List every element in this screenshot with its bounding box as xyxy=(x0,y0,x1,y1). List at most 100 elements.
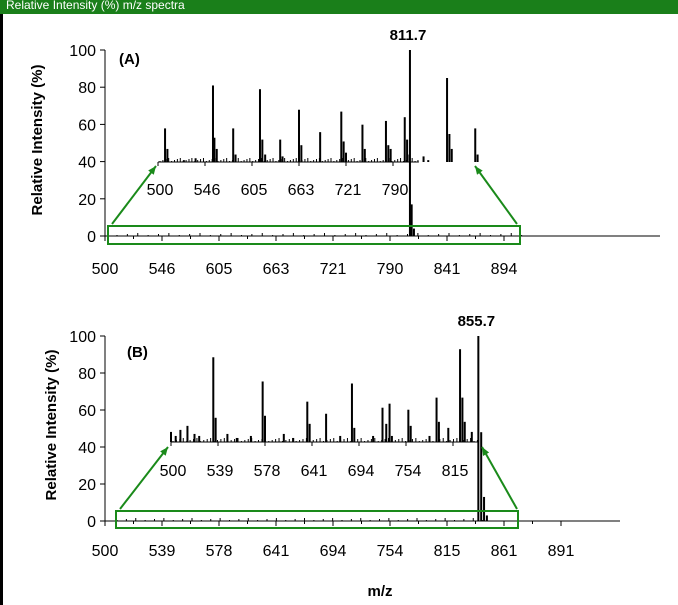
inset-peak-bar xyxy=(235,437,238,442)
inset-peak-bar xyxy=(384,120,387,162)
zoom-region-box xyxy=(107,225,521,245)
x-tick-label: 721 xyxy=(320,261,347,278)
y-tick-label: 20 xyxy=(78,192,96,209)
inset-peak-bar xyxy=(389,148,392,162)
x-tick-label: 754 xyxy=(377,543,404,560)
inset-peak-bar xyxy=(342,141,345,162)
x-tick-label: 841 xyxy=(434,261,461,278)
inset-x-tick-label: 546 xyxy=(194,182,221,199)
panel-a: 0 20 40 60 80 100 Relative Intensity (%) 500 546… xyxy=(29,27,660,278)
main-peak-bar xyxy=(412,228,415,236)
x-tick-label: 500 xyxy=(92,261,119,278)
inset-peak-bar xyxy=(470,431,473,442)
inset-peak-bar xyxy=(422,156,425,162)
zoom-arrowhead xyxy=(148,166,156,175)
inset-peak-bar xyxy=(435,397,438,442)
inset-peak-bar xyxy=(198,435,201,442)
inset-peak-bar xyxy=(214,417,217,442)
inset-peak-bar xyxy=(427,160,430,162)
inset-peak-bar xyxy=(450,148,453,162)
main-peak-bar xyxy=(408,50,411,236)
x-tick-label: 891 xyxy=(548,543,575,560)
inset-x-tick-label: 790 xyxy=(382,182,409,199)
panel-label: (A) xyxy=(119,51,140,68)
y-tick-label: 100 xyxy=(69,329,96,346)
inset-peak-bar xyxy=(193,433,196,442)
main-peak-bar xyxy=(480,432,483,521)
inset-peak-bar xyxy=(179,429,182,442)
inset-peak-bar xyxy=(406,139,409,162)
zoom-arrow xyxy=(119,446,169,510)
x-axis-title: m/z xyxy=(367,583,392,600)
header-bar: Relative Intensity (%) m/z spectra xyxy=(0,0,678,14)
inset-peak-bar xyxy=(281,156,284,162)
inset-peak-bar xyxy=(215,148,218,162)
zoom-arrowhead xyxy=(475,166,483,175)
inset-peak-bar xyxy=(319,132,322,162)
main-peak-bar xyxy=(483,496,486,521)
zoom-arrow xyxy=(481,446,518,510)
inset-peak-bar xyxy=(476,154,479,162)
x-tick-label: 546 xyxy=(149,261,176,278)
inset-peak-bar xyxy=(213,137,216,162)
inset-peak-bar xyxy=(308,423,311,442)
main-peak-label: 855.7 xyxy=(458,313,496,330)
inset-peak-bar xyxy=(234,154,237,162)
inset-peak-bar xyxy=(264,154,267,162)
zoom-arrowhead xyxy=(160,447,168,456)
y-tick-label: 100 xyxy=(69,43,96,60)
main-peak-bar xyxy=(477,336,480,521)
inset-peak-bar xyxy=(461,397,464,442)
inset-peak-bar xyxy=(261,139,264,162)
inset-peak-bar xyxy=(345,152,347,162)
inset-peak-bar xyxy=(211,85,214,162)
zoom-arrow xyxy=(474,165,518,225)
inset-peak-bar xyxy=(261,381,264,442)
inset-peak-bar xyxy=(226,433,229,442)
inset-peak-bar xyxy=(350,383,353,442)
x-tick-label: 694 xyxy=(320,543,347,560)
inset-peak-bar xyxy=(170,431,172,442)
x-tick-label: 539 xyxy=(149,543,176,560)
inset-x-tick-label: 754 xyxy=(395,463,422,480)
inset-peak-bar xyxy=(363,148,366,162)
header-text: Relative Intensity (%) m/z spectra xyxy=(6,0,185,12)
inset-peak-bar xyxy=(182,160,185,162)
inset-peak-bar xyxy=(249,435,252,442)
y-tick-label: 60 xyxy=(78,403,96,420)
inset-x-tick-label: 578 xyxy=(254,463,281,480)
inset-peak-bar xyxy=(381,407,384,442)
main-peak-bar xyxy=(485,515,488,521)
inset-x-tick-label: 641 xyxy=(301,463,328,480)
inset-peak-bar xyxy=(264,415,266,442)
y-axis-title: Relative Intensity (%) xyxy=(29,65,46,216)
inset-peak-bar xyxy=(409,425,412,442)
inset-x-tick-label: 605 xyxy=(241,182,268,199)
inset-peak-bar xyxy=(446,78,449,162)
inset-peak-bar xyxy=(463,421,466,442)
inset-x-tick-label: 815 xyxy=(442,463,469,480)
panel-label: (B) xyxy=(127,344,148,361)
inset-peak-bar xyxy=(325,413,328,442)
x-tick-label: 578 xyxy=(206,543,233,560)
inset-peak-bar xyxy=(387,145,390,162)
inset-peak-bar xyxy=(390,435,393,442)
inset-peak-bar xyxy=(339,435,342,442)
inset-peak-bar xyxy=(372,435,375,442)
inset-peak-bar xyxy=(361,124,364,162)
inset-peak-bar xyxy=(232,128,235,162)
inset-x-tick-label: 694 xyxy=(348,463,375,480)
inset-peak-bar xyxy=(166,148,169,162)
panel-b: 0 20 40 60 80 100 Relative Intensity (%) 500 539… xyxy=(43,313,620,560)
inset-peak-bar xyxy=(164,128,167,162)
y-tick-label: 0 xyxy=(87,229,96,246)
inset-x-tick-label: 539 xyxy=(207,463,234,480)
y-tick-label: 0 xyxy=(87,514,96,531)
inset-peak-bar xyxy=(282,433,285,442)
y-axis-title: Relative Intensity (%) xyxy=(43,350,60,501)
inset-peak-bar xyxy=(408,154,411,162)
x-tick-label: 861 xyxy=(491,543,518,560)
inset-peak-bar xyxy=(174,435,177,442)
